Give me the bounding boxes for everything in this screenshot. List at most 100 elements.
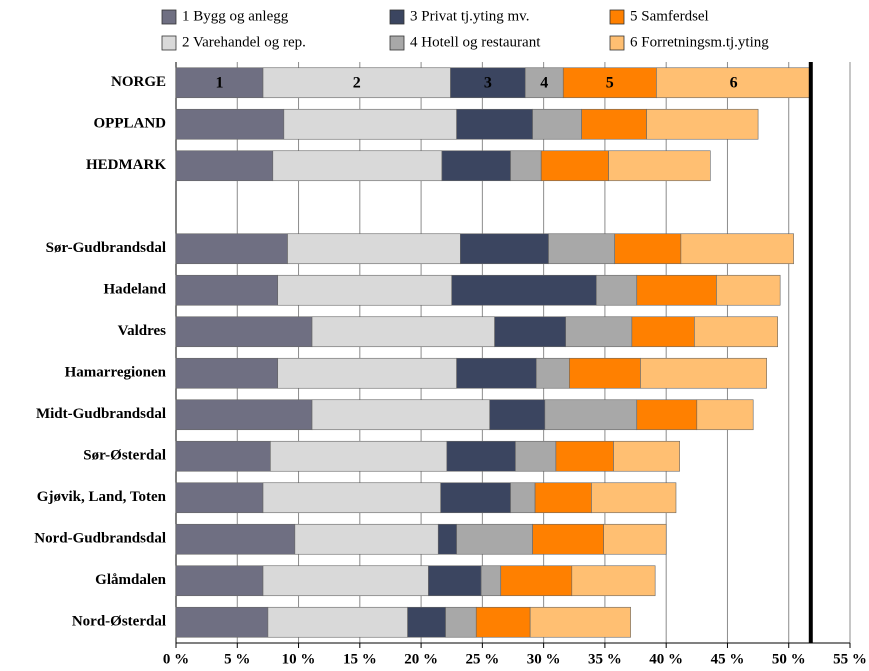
legend-swatch xyxy=(609,35,625,51)
x-tick-label: 20 % xyxy=(404,651,438,667)
bar-segment xyxy=(565,316,633,348)
x-tick-label: 25 % xyxy=(465,651,499,667)
bar-segment xyxy=(175,108,285,140)
bar-segment xyxy=(451,274,597,306)
bar-segment xyxy=(529,606,631,638)
bar-segment xyxy=(175,274,279,306)
bar-segment xyxy=(640,357,767,389)
bar-segment xyxy=(631,316,695,348)
bar-segment xyxy=(175,482,264,514)
bar-segment xyxy=(680,233,794,265)
category-label: Glåmdalen xyxy=(95,572,166,588)
bar-segment xyxy=(480,565,502,597)
bar-segment xyxy=(270,440,448,472)
x-tick-label: 5 % xyxy=(224,651,250,667)
bar-segment xyxy=(500,565,573,597)
segment-label: 4 xyxy=(540,74,548,91)
bar-segment xyxy=(694,316,778,348)
category-label: Valdres xyxy=(118,323,167,339)
x-tick-label: 45 % xyxy=(711,651,745,667)
bar-segment xyxy=(548,233,616,265)
bar-segment xyxy=(311,316,495,348)
legend-label: 4 Hotell og restaurant xyxy=(410,34,541,50)
bar-segment xyxy=(603,523,667,555)
bar-segment xyxy=(175,399,313,431)
bar-segment xyxy=(614,233,682,265)
bar-segment xyxy=(175,316,313,348)
bar-segment xyxy=(532,108,582,140)
bar-segment xyxy=(175,606,269,638)
category-label: Nord-Gudbrandsdal xyxy=(34,531,166,547)
bar-segment xyxy=(581,108,647,140)
bar-segment xyxy=(515,440,557,472)
bar-segment xyxy=(613,440,680,472)
bar-segment xyxy=(437,523,457,555)
bar-segment xyxy=(283,108,457,140)
bar-segment xyxy=(175,523,296,555)
legend-label: 5 Samferdsel xyxy=(630,8,709,24)
bar-segment xyxy=(287,233,461,265)
bar-segment xyxy=(267,606,408,638)
bar-segment xyxy=(450,67,526,99)
legend-label: 1 Bygg og anlegg xyxy=(182,8,289,24)
legend-swatch xyxy=(161,35,177,51)
bar-segment xyxy=(262,565,429,597)
bar-segment xyxy=(311,399,491,431)
bar-segment xyxy=(608,150,711,182)
bar-segment xyxy=(510,150,542,182)
bar-segment xyxy=(175,150,274,182)
category-label: Sør-Gudbrandsdal xyxy=(46,240,166,256)
bar-segment xyxy=(294,523,439,555)
legend-swatch xyxy=(161,9,177,25)
bar-segment xyxy=(277,274,453,306)
bar-segment xyxy=(591,482,677,514)
x-tick-label: 30 % xyxy=(527,651,561,667)
bar-segment xyxy=(460,233,549,265)
legend-label: 3 Privat tj.yting mv. xyxy=(410,8,529,24)
bar-segment xyxy=(716,274,781,306)
x-tick-label: 55 % xyxy=(833,651,867,667)
x-tick-label: 15 % xyxy=(343,651,377,667)
bar-segment xyxy=(456,357,537,389)
bar-segment xyxy=(524,67,564,99)
category-label: HEDMARK xyxy=(86,157,166,173)
bar-segment xyxy=(475,606,531,638)
bar-segment xyxy=(407,606,446,638)
category-label: Gjøvik, Land, Toten xyxy=(37,489,167,505)
bar-segment xyxy=(456,108,533,140)
category-label: Nord-Østerdal xyxy=(72,614,166,630)
legend-label: 2 Varehandel og rep. xyxy=(182,34,306,50)
bar-segment xyxy=(636,399,698,431)
bar-segment xyxy=(544,399,638,431)
category-label: Sør-Østerdal xyxy=(83,448,166,464)
category-label: OPPLAND xyxy=(94,116,167,132)
category-label: NORGE xyxy=(111,74,166,90)
legend-swatch xyxy=(389,9,405,25)
bar-segment xyxy=(440,482,511,514)
bar-segment xyxy=(175,233,288,265)
x-tick-label: 10 % xyxy=(282,651,316,667)
bar-segment xyxy=(446,440,516,472)
bar-segment xyxy=(175,565,264,597)
bar-segment xyxy=(535,357,570,389)
bar-segment xyxy=(510,482,536,514)
bar-segment xyxy=(175,67,264,99)
bar-segment xyxy=(262,67,451,99)
bar-segment xyxy=(534,482,592,514)
segment-label: 3 xyxy=(484,74,492,91)
bar-segment xyxy=(456,523,533,555)
bar-segment xyxy=(571,565,656,597)
bar-segment xyxy=(569,357,641,389)
legend-swatch xyxy=(609,9,625,25)
bar-segment xyxy=(696,399,754,431)
bar-segment xyxy=(656,67,812,99)
x-tick-label: 0 % xyxy=(163,651,189,667)
bar-segment xyxy=(272,150,443,182)
x-tick-label: 40 % xyxy=(649,651,683,667)
bar-segment xyxy=(596,274,638,306)
bar-segment xyxy=(636,274,717,306)
bar-segment xyxy=(646,108,759,140)
bar-segment xyxy=(175,357,279,389)
